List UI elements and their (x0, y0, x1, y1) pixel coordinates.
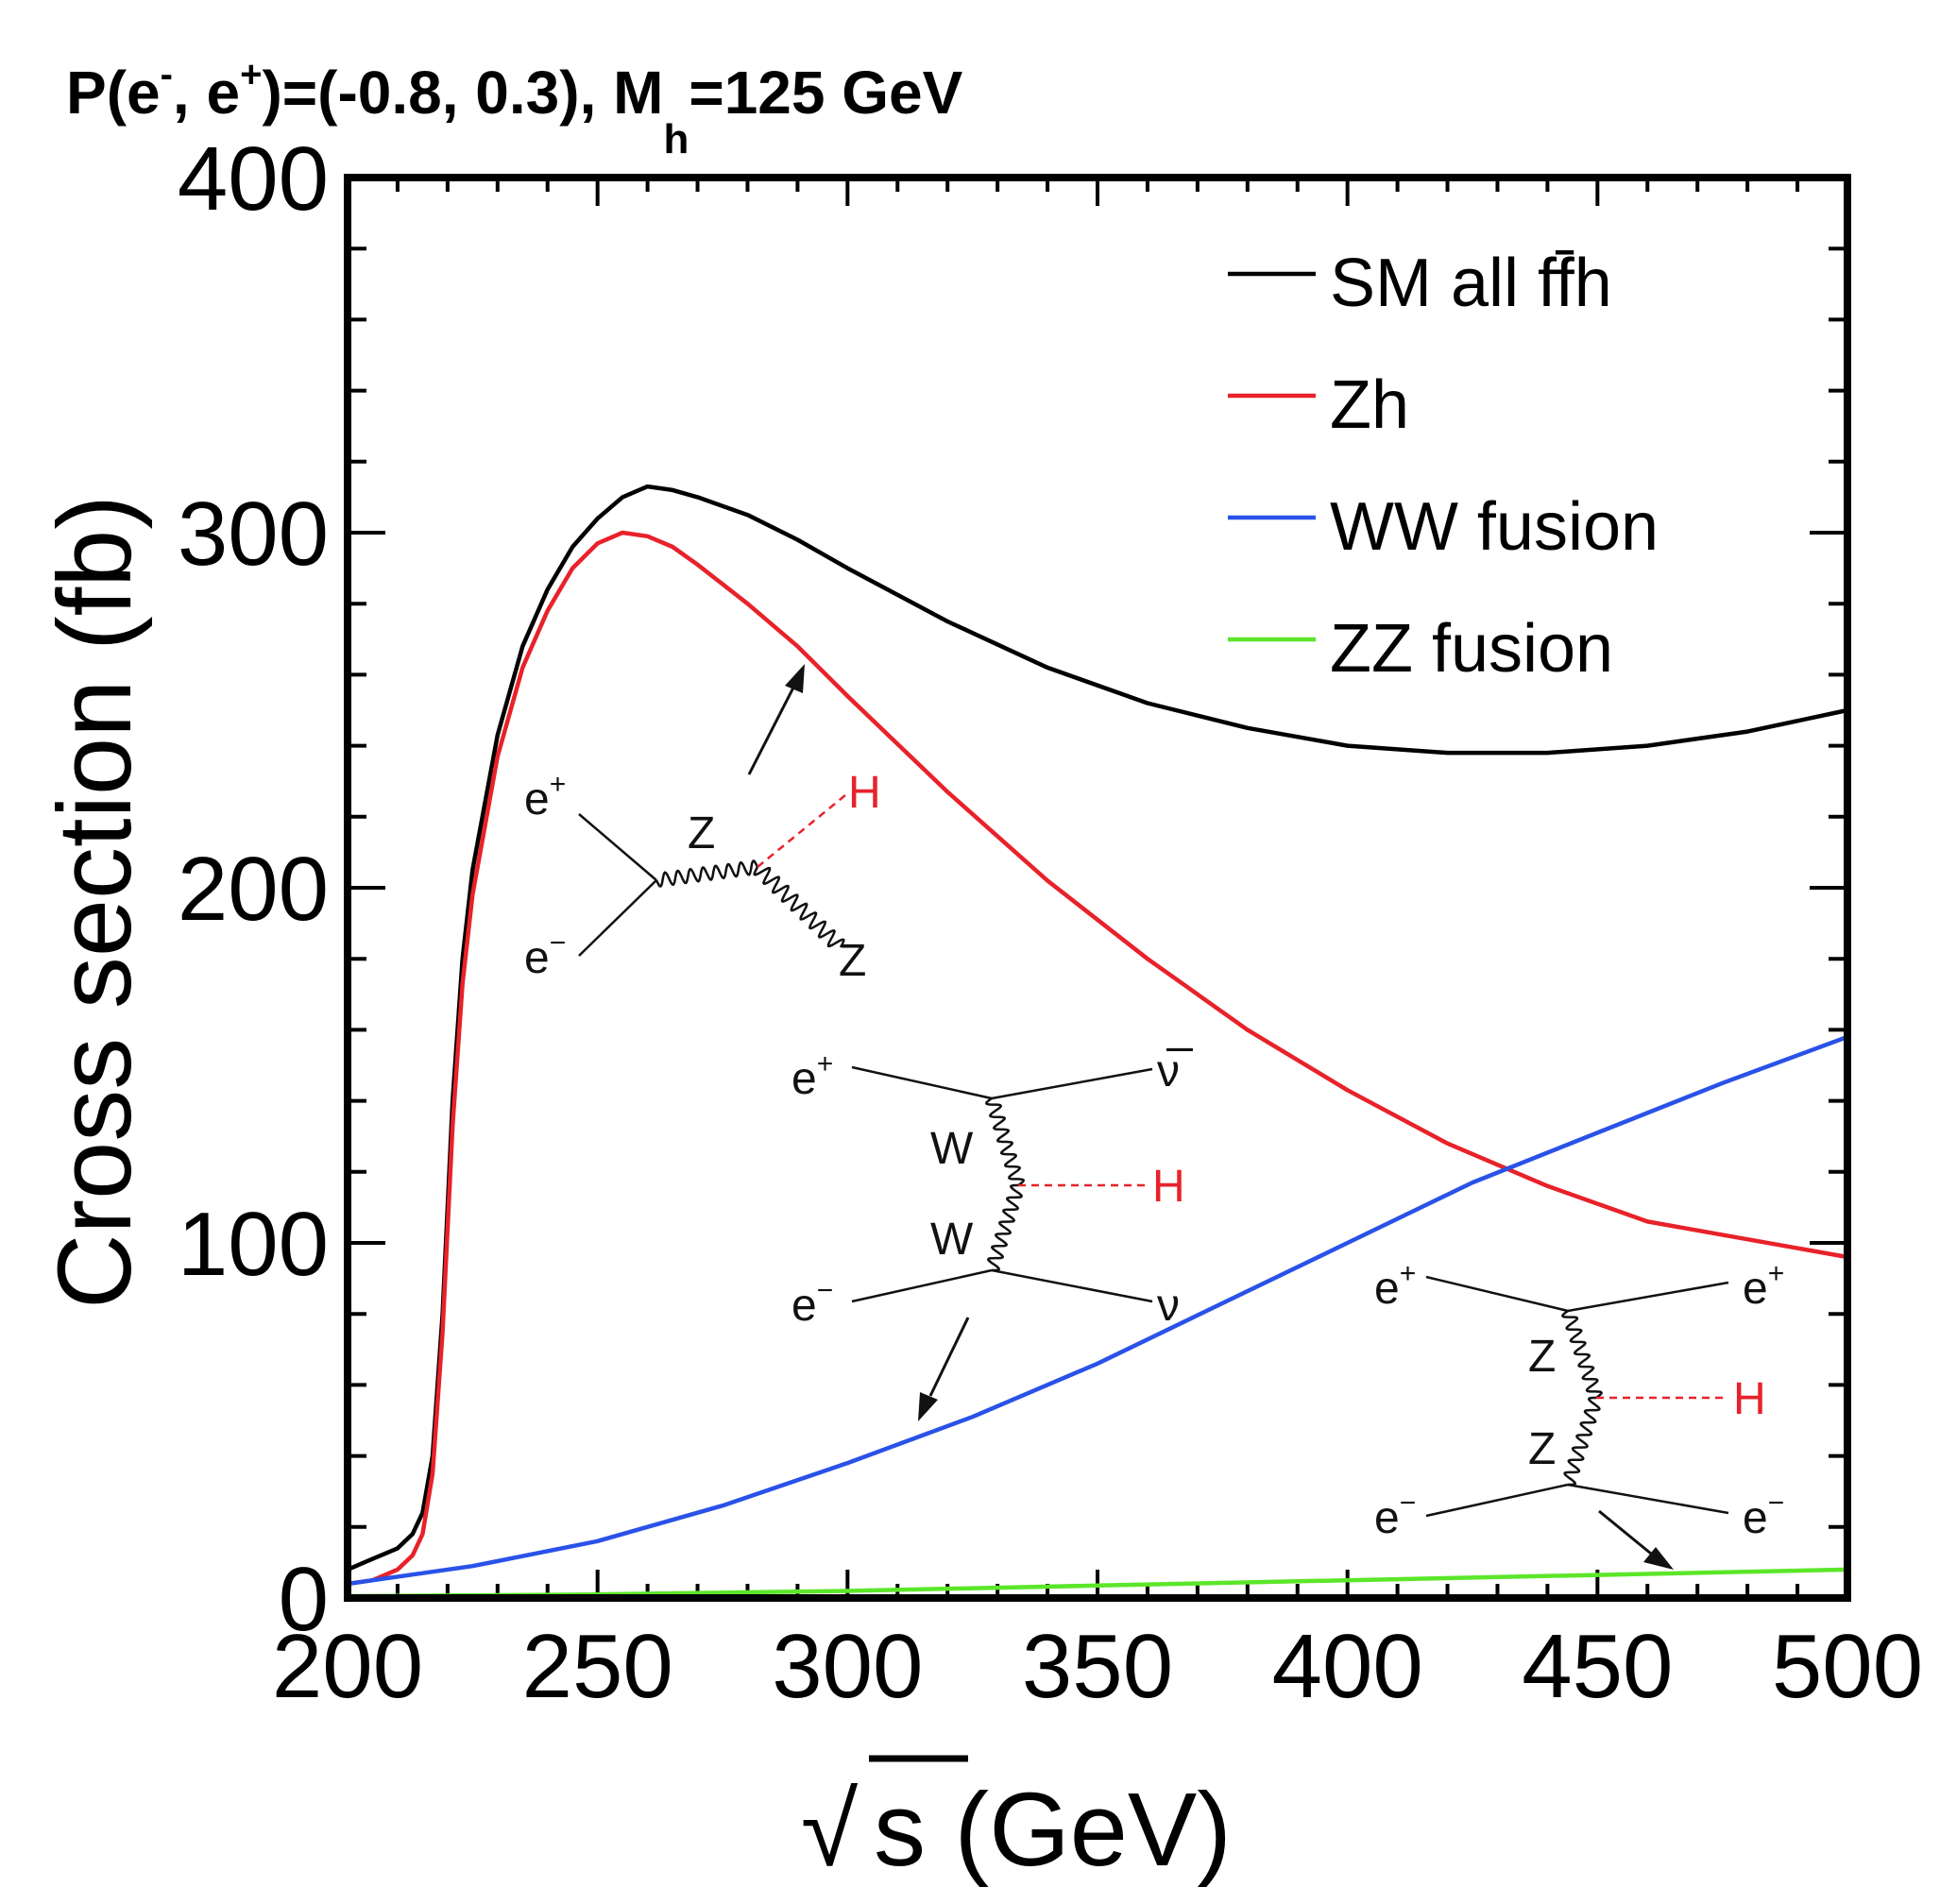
x-tick-label: 350 (1022, 1616, 1173, 1717)
ww-diagram-nubar-line (991, 1067, 1153, 1100)
zz-diagram-z1-label: Z (1528, 1332, 1556, 1382)
zz-diagram-arrowhead (1643, 1547, 1674, 1570)
zh-diagram: e+ e− Z H Z (524, 664, 881, 986)
ww-diagram-ep-line (851, 1065, 993, 1100)
x-tick-label: 200 (272, 1616, 423, 1717)
x-tick-label: 400 (1272, 1616, 1423, 1717)
zz-diagram-ep-in-label: e+ (1374, 1258, 1416, 1314)
zz-diagram-ep-out-label: e+ (1743, 1258, 1784, 1314)
zh-diagram-ep-line (578, 813, 657, 881)
zz-diagram-em-in-label: e− (1374, 1488, 1416, 1543)
y-axis-label: Cross section (fb) (37, 495, 153, 1309)
series-line-0 (347, 484, 1848, 1572)
series-line-1 (347, 530, 1848, 1587)
x-tick-label: 500 (1772, 1616, 1923, 1717)
series-lines (347, 484, 1848, 1599)
legend-label-0: SM all ff̄h (1330, 246, 1612, 321)
legend-label-2: WW fusion (1330, 489, 1659, 565)
y-tick-label: 400 (178, 128, 329, 230)
title-sup-1: - (161, 54, 173, 95)
zh-diagram-em-line (578, 879, 657, 957)
zz-diagram-ep-in-line (1425, 1275, 1569, 1313)
zh-diagram-zout-label: Z (839, 936, 866, 986)
ww-diagram-nu-line (991, 1268, 1153, 1303)
zh-diagram-z-out (753, 866, 845, 948)
zz-diagram-z2-propagator (1563, 1396, 1601, 1487)
legend-label-3: ZZ fusion (1330, 611, 1613, 687)
ww-diagram-w1-label: W (930, 1124, 974, 1174)
title-sub-3: h (663, 116, 689, 162)
ww-fusion-diagram: e+ e− W W H ν̅ ν (791, 1046, 1193, 1421)
ww-diagram-arrowhead (918, 1392, 938, 1421)
ww-diagram-nubar-label: ν̅ (1157, 1046, 1193, 1096)
zz-diagram-z1-propagator (1561, 1309, 1603, 1400)
zz-diagram-h-label: H (1733, 1374, 1766, 1424)
zz-diagram-ep-out-line (1567, 1281, 1729, 1313)
zz-diagram-em-out-line (1567, 1483, 1729, 1515)
zh-diagram-ep-label: e+ (524, 769, 566, 824)
ww-diagram-em-label: e− (791, 1275, 833, 1331)
title-part-1: P(e (66, 59, 161, 127)
ww-diagram-ep-label: e+ (791, 1048, 833, 1104)
zh-diagram-z-label: Z (688, 808, 715, 858)
axis-ticks (346, 176, 1849, 1600)
x-axis-label-text: s (GeV) (874, 1772, 1232, 1888)
x-tick-label: 300 (772, 1616, 923, 1717)
ww-diagram-nu-label: ν (1157, 1281, 1180, 1331)
axis-tick-labels: 200 250 300 350 400 450 500 0 100 200 300 400 (178, 128, 1923, 1717)
zh-diagram-z-propagator (655, 859, 759, 888)
zh-diagram-h-label: H (848, 768, 881, 818)
legend: SM all ff̄h Zh WW fusion ZZ fusion (1228, 246, 1659, 687)
ww-diagram-w2-label: W (930, 1215, 974, 1265)
y-tick-label: 300 (178, 484, 329, 585)
x-tick-label: 250 (522, 1616, 673, 1717)
chart-title: P(e-, e+)=(-0.8, 0.3), Mh=125 GeV (66, 54, 963, 162)
y-tick-label: 0 (279, 1549, 329, 1650)
y-tick-label: 100 (178, 1194, 329, 1295)
ww-diagram-arrow-line (928, 1317, 970, 1397)
x-axis-label: √ s (GeV) (801, 1755, 1232, 1888)
zh-diagram-arrow-line (747, 687, 795, 775)
title-part-4: =125 GeV (689, 59, 962, 127)
zz-diagram-arrow-line (1598, 1509, 1652, 1556)
series-line-2 (347, 1034, 1848, 1587)
zh-diagram-arrowhead (785, 664, 805, 693)
zh-diagram-higgs-line (757, 794, 846, 868)
ww-diagram-w1-propagator (984, 1096, 1026, 1187)
legend-label-1: Zh (1330, 367, 1409, 443)
y-tick-label: 200 (178, 839, 329, 940)
title-part-2: , e (173, 59, 240, 127)
x-axis-label-root: √ (801, 1772, 859, 1888)
zz-diagram-z2-label: Z (1528, 1424, 1556, 1474)
zh-diagram-em-label: e− (524, 927, 566, 983)
plot-frame (344, 174, 1851, 1602)
ww-diagram-em-line (851, 1268, 993, 1303)
zz-fusion-diagram: e+ e− Z Z H e+ e− (1374, 1258, 1784, 1570)
zz-diagram-em-in-line (1425, 1483, 1569, 1518)
title-sup-2: + (240, 54, 262, 95)
title-part-3: )=(-0.8, 0.3), M (262, 59, 663, 127)
x-tick-label: 450 (1522, 1616, 1673, 1717)
ww-diagram-w2-propagator (987, 1183, 1023, 1272)
zz-diagram-em-out-label: e− (1743, 1488, 1784, 1543)
ww-diagram-h-label: H (1152, 1162, 1185, 1212)
